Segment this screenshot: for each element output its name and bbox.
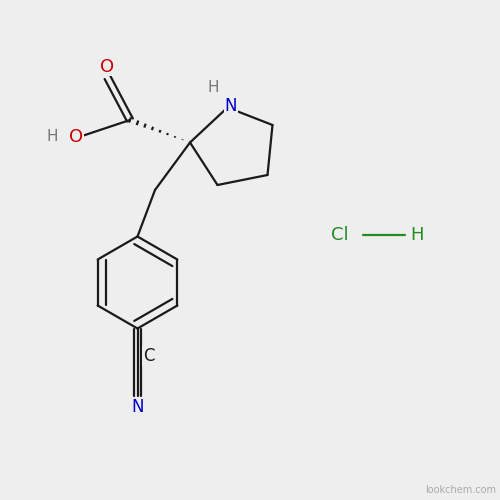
Text: C: C xyxy=(143,347,154,365)
Text: H: H xyxy=(208,80,219,95)
Text: Cl: Cl xyxy=(331,226,349,244)
Text: N: N xyxy=(225,97,237,115)
Text: O: O xyxy=(100,58,114,76)
Text: lookchem.com: lookchem.com xyxy=(425,485,496,495)
Text: H: H xyxy=(47,129,58,144)
Text: O: O xyxy=(70,128,84,146)
Text: N: N xyxy=(131,398,144,416)
Text: H: H xyxy=(411,226,424,244)
